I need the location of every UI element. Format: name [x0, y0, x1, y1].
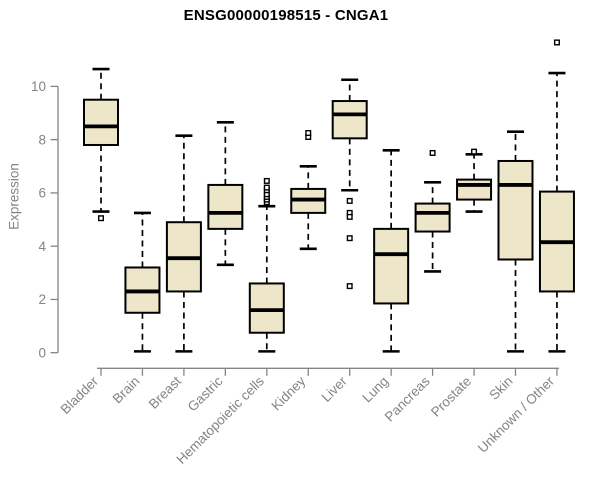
outlier-liver: [346, 213, 353, 220]
outlier-liver: [346, 197, 353, 204]
x-tick-label-pancreas: Pancreas: [382, 373, 433, 424]
x-tick-label-prostate: Prostate: [428, 374, 474, 420]
x-tick-label-unknown-other: Unknown / Other: [475, 373, 558, 456]
x-tick-label-bladder: Bladder: [58, 373, 102, 417]
box-lung: [373, 227, 410, 305]
x-tick-label-brain: Brain: [110, 374, 143, 407]
outlier-unknown-other: [553, 39, 560, 46]
x-tick-label-skin: Skin: [486, 374, 515, 403]
x-tick-label-kidney: Kidney: [269, 373, 309, 413]
y-tick-label: 10: [31, 79, 46, 94]
outlier-liver: [346, 283, 353, 290]
y-tick-label: 2: [38, 292, 46, 307]
box-liver: [331, 100, 368, 140]
box-prostate: [456, 178, 493, 201]
y-axis-label: Expression: [6, 163, 22, 230]
outlier-liver: [346, 235, 353, 242]
x-tick-label-gastric: Gastric: [185, 373, 226, 414]
x-tick-label-lung: Lung: [359, 374, 391, 406]
box-hematopoietic-cells: [248, 282, 285, 334]
outlier-hematopoietic-cells: [263, 177, 270, 184]
x-tick-label-liver: Liver: [319, 373, 351, 405]
outlier-bladder: [97, 215, 104, 222]
outlier-prostate: [471, 148, 478, 155]
y-tick-label: 6: [38, 186, 46, 201]
outlier-kidney: [305, 130, 312, 137]
y-tick-label: 4: [38, 239, 46, 254]
box-pancreas: [414, 202, 451, 233]
y-tick-label: 8: [38, 132, 46, 147]
box-bladder: [83, 98, 119, 146]
chart-title: ENSG00000198515 - CNGA1: [183, 7, 389, 24]
box-skin: [497, 159, 534, 261]
box-gastric: [207, 183, 244, 230]
outlier-pancreas: [429, 149, 436, 156]
outlier-hematopoietic-cells: [263, 184, 270, 191]
y-tick-label: 0: [38, 346, 46, 361]
x-tick-label-breast: Breast: [146, 373, 184, 411]
